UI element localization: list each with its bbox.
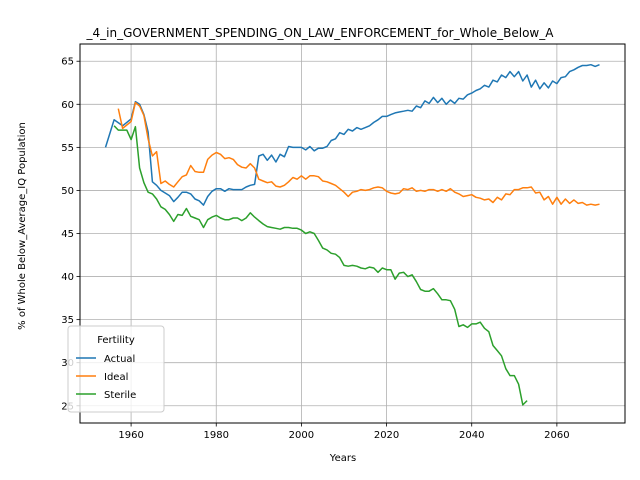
x-tick-label: 2020: [374, 430, 399, 441]
x-tick-label: 2000: [289, 430, 314, 441]
grid-lines: [80, 44, 625, 423]
legend-label-ideal: Ideal: [104, 372, 128, 383]
legend-title: Fertility: [97, 335, 135, 346]
legend: Fertility Actual Ideal Sterile: [67, 325, 165, 413]
y-tick-label: 50: [61, 186, 74, 197]
y-tick-label: 45: [61, 229, 74, 240]
chart-title: _4_in_GOVERNMENT_SPENDING_ON_LAW_ENFORCE…: [86, 26, 555, 40]
legend-label-actual: Actual: [104, 354, 135, 365]
y-axis-label: % of Whole Below_Average_IQ Population: [17, 122, 28, 330]
series-line-ideal: [117, 101, 600, 206]
y-tick-label: 65: [61, 57, 74, 68]
x-tick-label: 1960: [118, 430, 143, 441]
y-tick-label: 35: [61, 315, 74, 326]
y-tick-label: 40: [61, 272, 74, 283]
x-tick-label: 2040: [459, 430, 484, 441]
y-tick-label: 60: [61, 100, 74, 111]
legend-box: [67, 325, 165, 413]
series-lines: [104, 63, 600, 406]
x-axis-label: Years: [329, 453, 356, 464]
y-tick-label: 55: [61, 143, 74, 154]
legend-label-sterile: Sterile: [104, 390, 136, 401]
series-line-sterile: [113, 125, 528, 406]
x-tick-label: 1980: [204, 430, 229, 441]
series-line-actual: [104, 63, 600, 206]
x-axis-ticks: 1960 1980 2000 2020 2040 2060: [118, 423, 570, 441]
x-tick-label: 2060: [544, 430, 569, 441]
